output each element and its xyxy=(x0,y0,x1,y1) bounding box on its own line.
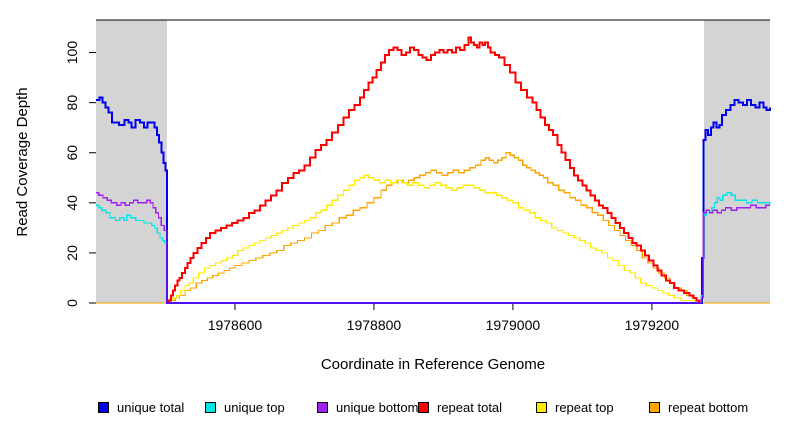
legend-label: repeat top xyxy=(555,400,614,415)
legend-swatch-icon xyxy=(536,402,547,413)
legend-label: unique top xyxy=(224,400,285,415)
x-tick-label: 1978600 xyxy=(208,317,263,333)
series-repeat-total xyxy=(166,36,702,304)
legend-swatch-icon xyxy=(317,402,328,413)
series-repeat-bottom xyxy=(96,152,770,304)
masked-region xyxy=(96,20,167,303)
y-tick-label: 80 xyxy=(64,95,80,111)
x-tick-label: 1979000 xyxy=(486,317,541,333)
series-unique-bottom xyxy=(96,192,770,304)
x-tick-label: 1978800 xyxy=(347,317,402,333)
plot-svg: 1978600 1978800 1979000 1979200 0 20 40 60 80 100… xyxy=(14,19,771,373)
y-axis-title: Read Coverage Depth xyxy=(14,87,31,236)
y-tick-label: 60 xyxy=(64,145,80,161)
legend-label: repeat total xyxy=(437,400,503,415)
y-tick-label: 40 xyxy=(64,195,80,211)
legend-swatch-icon xyxy=(649,402,660,413)
series-repeat-top xyxy=(166,174,696,304)
legend-label: unique bottom xyxy=(336,400,419,415)
plot-area: 1978600 1978800 1979000 1979200 0 20 40 60 80 100 xyxy=(64,19,771,333)
series-unique-total xyxy=(96,96,771,304)
y-tick-label: 0 xyxy=(64,299,80,307)
x-axis-title: Coordinate in Reference Genome xyxy=(321,356,545,373)
legend-swatch-icon xyxy=(418,402,429,413)
series-unique-top xyxy=(96,192,771,304)
masked-region xyxy=(703,20,770,303)
legend-swatch-icon xyxy=(98,402,109,413)
legend-swatch-icon xyxy=(205,402,216,413)
legend-label: repeat bottom xyxy=(668,400,749,415)
legend: unique total unique top unique bottom repea… xyxy=(0,399,792,425)
x-tick-label: 1979200 xyxy=(625,317,680,333)
y-tick-label: 20 xyxy=(64,245,80,261)
y-tick-label: 100 xyxy=(64,41,80,65)
legend-label: unique total xyxy=(117,400,185,415)
